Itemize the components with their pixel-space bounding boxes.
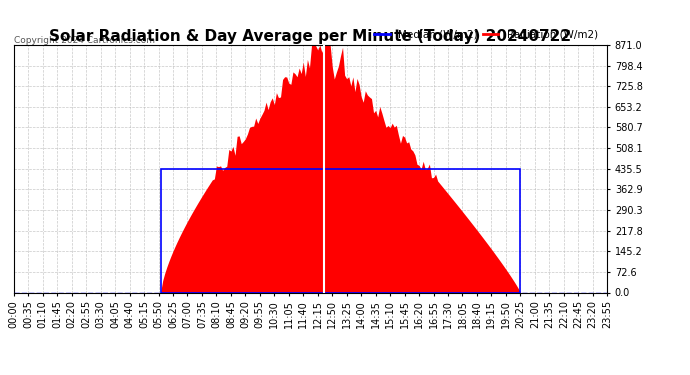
Text: Copyright 2024 Cartronics.com: Copyright 2024 Cartronics.com (14, 36, 155, 45)
Title: Solar Radiation & Day Average per Minute (Today) 20240722: Solar Radiation & Day Average per Minute… (50, 29, 571, 44)
Bar (161, 169, 520, 292)
Legend: Median (W/m2), Radiation (W/m2): Median (W/m2), Radiation (W/m2) (370, 26, 602, 44)
